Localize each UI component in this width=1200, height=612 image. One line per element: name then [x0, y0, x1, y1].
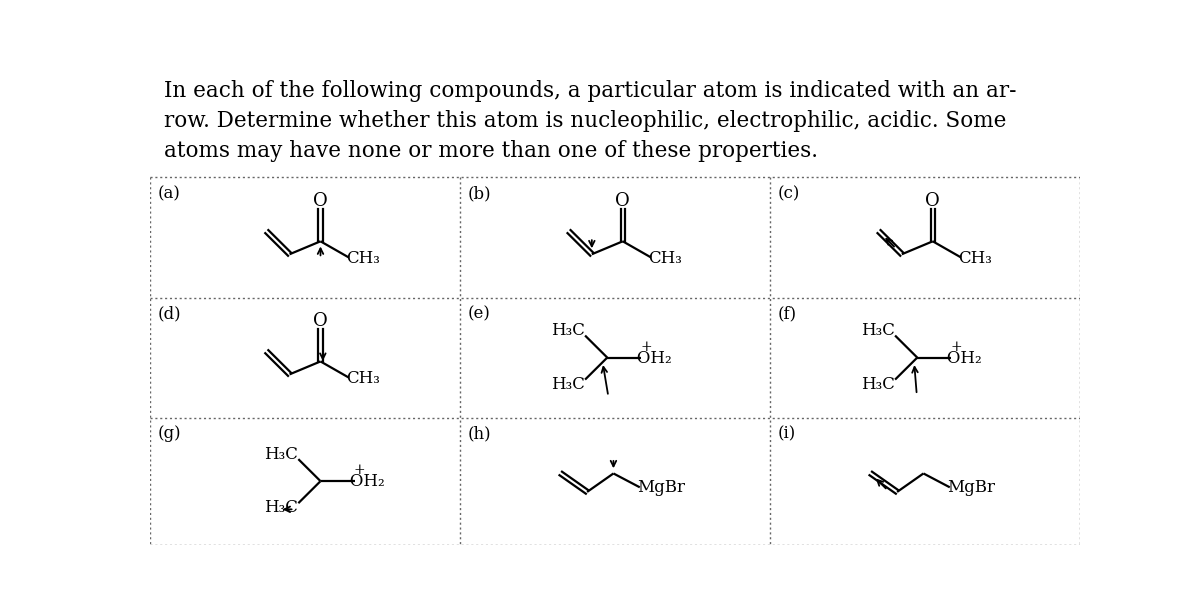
Text: H₃C: H₃C [264, 499, 299, 517]
Text: −OH₂: −OH₂ [623, 350, 672, 367]
Text: −OH₂: −OH₂ [934, 350, 982, 367]
Text: (c): (c) [778, 185, 800, 202]
Text: H₃C: H₃C [862, 323, 895, 340]
Text: H₃C: H₃C [264, 446, 299, 463]
Text: (h): (h) [468, 425, 491, 442]
Text: O: O [313, 312, 328, 330]
Text: H₃C: H₃C [862, 376, 895, 393]
Text: (f): (f) [778, 305, 797, 322]
Text: In each of the following compounds, a particular atom is indicated with an ar-: In each of the following compounds, a pa… [164, 80, 1016, 102]
Text: MgBr: MgBr [948, 479, 996, 496]
Text: (g): (g) [157, 425, 181, 442]
Text: CH₃: CH₃ [346, 250, 379, 267]
Text: row. Determine whether this atom is nucleophilic, electrophilic, acidic. Some: row. Determine whether this atom is nucl… [164, 110, 1007, 132]
Text: (d): (d) [157, 305, 181, 322]
Text: CH₃: CH₃ [648, 250, 682, 267]
Text: (e): (e) [468, 305, 491, 322]
Text: +: + [354, 463, 365, 477]
Text: (a): (a) [157, 185, 181, 202]
Text: atoms may have none or more than one of these properties.: atoms may have none or more than one of … [164, 140, 818, 162]
Text: (i): (i) [778, 425, 796, 442]
Text: O: O [925, 192, 940, 211]
Text: MgBr: MgBr [637, 479, 685, 496]
Text: O: O [616, 192, 630, 211]
Text: H₃C: H₃C [551, 323, 584, 340]
Text: (b): (b) [468, 185, 491, 202]
Text: +: + [640, 340, 652, 354]
Text: H₃C: H₃C [551, 376, 584, 393]
Text: O: O [313, 192, 328, 211]
Text: CH₃: CH₃ [958, 250, 992, 267]
Text: −OH₂: −OH₂ [336, 474, 385, 490]
Text: CH₃: CH₃ [346, 370, 379, 387]
Text: +: + [950, 340, 962, 354]
